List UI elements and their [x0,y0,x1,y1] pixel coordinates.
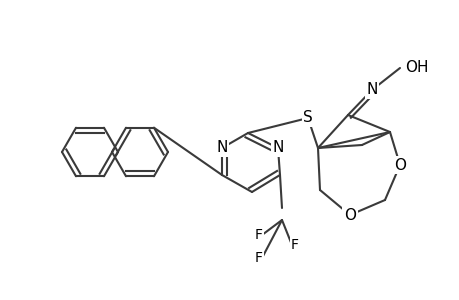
Text: O: O [393,158,405,172]
Text: N: N [216,140,227,155]
Text: N: N [272,140,283,155]
Text: F: F [291,238,298,252]
Text: F: F [254,228,263,242]
Text: N: N [365,82,377,98]
Text: O: O [343,208,355,223]
Text: OH: OH [404,61,428,76]
Text: S: S [302,110,312,125]
Text: F: F [254,251,263,265]
